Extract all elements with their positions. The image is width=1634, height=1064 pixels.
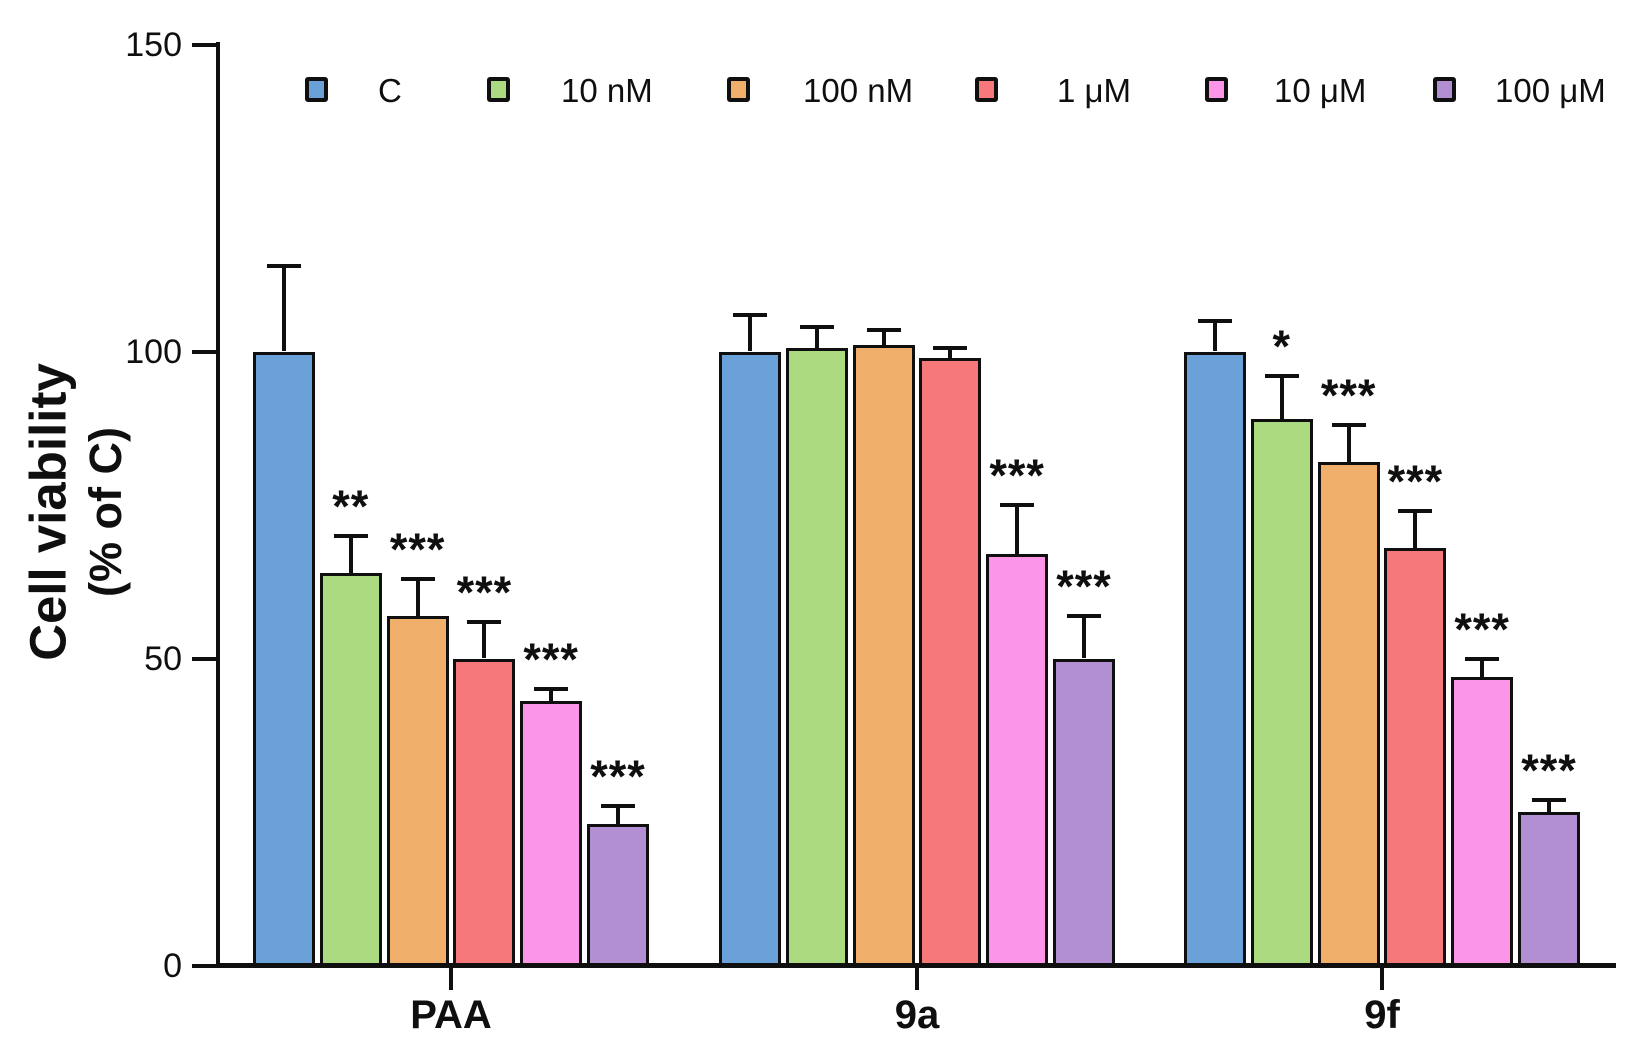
error-bar-cap bbox=[1465, 656, 1500, 661]
legend-swatch-10-um bbox=[1205, 77, 1228, 102]
significance-stars: *** bbox=[523, 634, 579, 686]
error-bar-stem bbox=[881, 330, 886, 346]
x-tick bbox=[915, 967, 919, 990]
x-category-label: 9f bbox=[1364, 992, 1400, 1037]
error-bar-stem bbox=[948, 348, 953, 358]
significance-stars: *** bbox=[1521, 744, 1577, 796]
error-bar-cap bbox=[333, 533, 368, 538]
x-tick bbox=[1380, 967, 1384, 990]
significance-stars: *** bbox=[456, 566, 513, 618]
error-bar-stem bbox=[482, 621, 487, 659]
legend-label-10-nm: 10 nM bbox=[561, 72, 653, 109]
significance-stars: *** bbox=[1387, 456, 1444, 508]
y-tick bbox=[192, 963, 216, 968]
error-bar-stem bbox=[1213, 320, 1217, 352]
bar-9a-100-um bbox=[1053, 658, 1115, 968]
legend-label-100-nm: 100 nM bbox=[803, 72, 914, 109]
significance-stars: *** bbox=[1454, 603, 1510, 655]
x-category-label: 9a bbox=[894, 992, 940, 1037]
error-bar-stem bbox=[1480, 658, 1485, 677]
y-axis-line bbox=[216, 42, 220, 968]
bar-paa-10-um bbox=[520, 701, 583, 968]
error-bar-cap bbox=[933, 346, 968, 351]
y-tick-label: 50 bbox=[144, 639, 182, 678]
significance-stars: *** bbox=[590, 750, 646, 802]
error-bar-cap bbox=[467, 619, 502, 624]
error-bar-stem bbox=[616, 805, 620, 825]
bar-9a-10-nm bbox=[785, 348, 848, 968]
bar-9f-100-nm bbox=[1317, 462, 1380, 968]
y-tick bbox=[192, 349, 216, 354]
error-bar-stem bbox=[549, 689, 554, 702]
error-bar-stem bbox=[1547, 799, 1551, 812]
bar-9f-10-um bbox=[1451, 676, 1514, 968]
error-bar-cap bbox=[601, 803, 635, 808]
legend-label-c: C bbox=[378, 72, 402, 109]
error-bar-stem bbox=[1346, 425, 1351, 462]
significance-stars: *** bbox=[1320, 370, 1377, 422]
legend-swatch-100-nm bbox=[727, 77, 750, 102]
error-bar-cap bbox=[733, 312, 767, 317]
y-axis-title-line1: Cell viability bbox=[19, 363, 77, 661]
legend-swatch-10-nm bbox=[487, 77, 510, 102]
error-bar-stem bbox=[814, 326, 819, 349]
bar-paa-100-um bbox=[587, 824, 649, 968]
significance-stars: *** bbox=[389, 523, 446, 575]
bar-paa-10-nm bbox=[319, 572, 382, 968]
significance-stars: *** bbox=[989, 450, 1045, 501]
error-bar-stem bbox=[415, 578, 420, 616]
error-bar-stem bbox=[348, 535, 353, 573]
error-bar-cap bbox=[1532, 797, 1566, 802]
error-bar-cap bbox=[534, 687, 569, 692]
bar-9a-c bbox=[719, 351, 781, 968]
legend-label-100-um: 100 μM bbox=[1495, 72, 1606, 109]
bar-paa-c bbox=[253, 351, 315, 968]
significance-stars: *** bbox=[1056, 560, 1112, 612]
error-bar-cap bbox=[1331, 423, 1366, 428]
significance-stars: ** bbox=[332, 480, 370, 532]
bar-9f-1-um bbox=[1384, 547, 1447, 968]
y-tick-label: 0 bbox=[163, 946, 182, 985]
error-bar-stem bbox=[1279, 376, 1284, 420]
error-bar-cap bbox=[799, 324, 834, 329]
y-tick bbox=[192, 42, 216, 47]
error-bar-cap bbox=[1398, 509, 1433, 514]
y-tick bbox=[192, 656, 216, 661]
legend-swatch-1-um bbox=[975, 77, 998, 102]
x-axis-line bbox=[216, 963, 1616, 968]
x-category-label: PAA bbox=[410, 992, 492, 1037]
legend-label-10-um: 10 μM bbox=[1274, 72, 1367, 109]
bar-9a-1-um bbox=[919, 357, 982, 968]
error-bar-stem bbox=[1015, 505, 1020, 555]
legend-label-1-um: 1 μM bbox=[1057, 72, 1132, 109]
y-axis-title-line2: (% of C) bbox=[80, 427, 131, 597]
y-tick-label: 100 bbox=[125, 332, 182, 371]
error-bar-cap bbox=[866, 328, 901, 332]
error-bar-cap bbox=[1264, 374, 1299, 379]
bar-9a-10-um bbox=[986, 554, 1049, 968]
error-bar-cap bbox=[267, 263, 301, 268]
bar-paa-100-nm bbox=[386, 615, 449, 968]
bar-paa-1-um bbox=[453, 658, 516, 968]
bar-9f-c bbox=[1184, 351, 1246, 968]
error-bar-stem bbox=[1082, 615, 1086, 659]
error-bar-cap bbox=[1067, 613, 1101, 618]
bar-9f-10-nm bbox=[1250, 419, 1313, 968]
significance-stars: * bbox=[1272, 321, 1292, 373]
error-bar-stem bbox=[748, 314, 752, 352]
legend-swatch-100-um bbox=[1433, 77, 1456, 102]
y-tick-label: 150 bbox=[125, 25, 182, 64]
bar-9f-100-um bbox=[1518, 812, 1580, 968]
error-bar-stem bbox=[1413, 511, 1418, 548]
error-bar-cap bbox=[400, 576, 435, 581]
error-bar-stem bbox=[282, 265, 286, 352]
error-bar-cap bbox=[1198, 318, 1232, 323]
bar-9a-100-nm bbox=[852, 345, 915, 968]
error-bar-cap bbox=[1000, 503, 1035, 507]
x-tick bbox=[449, 967, 453, 990]
legend-swatch-c bbox=[305, 77, 328, 102]
